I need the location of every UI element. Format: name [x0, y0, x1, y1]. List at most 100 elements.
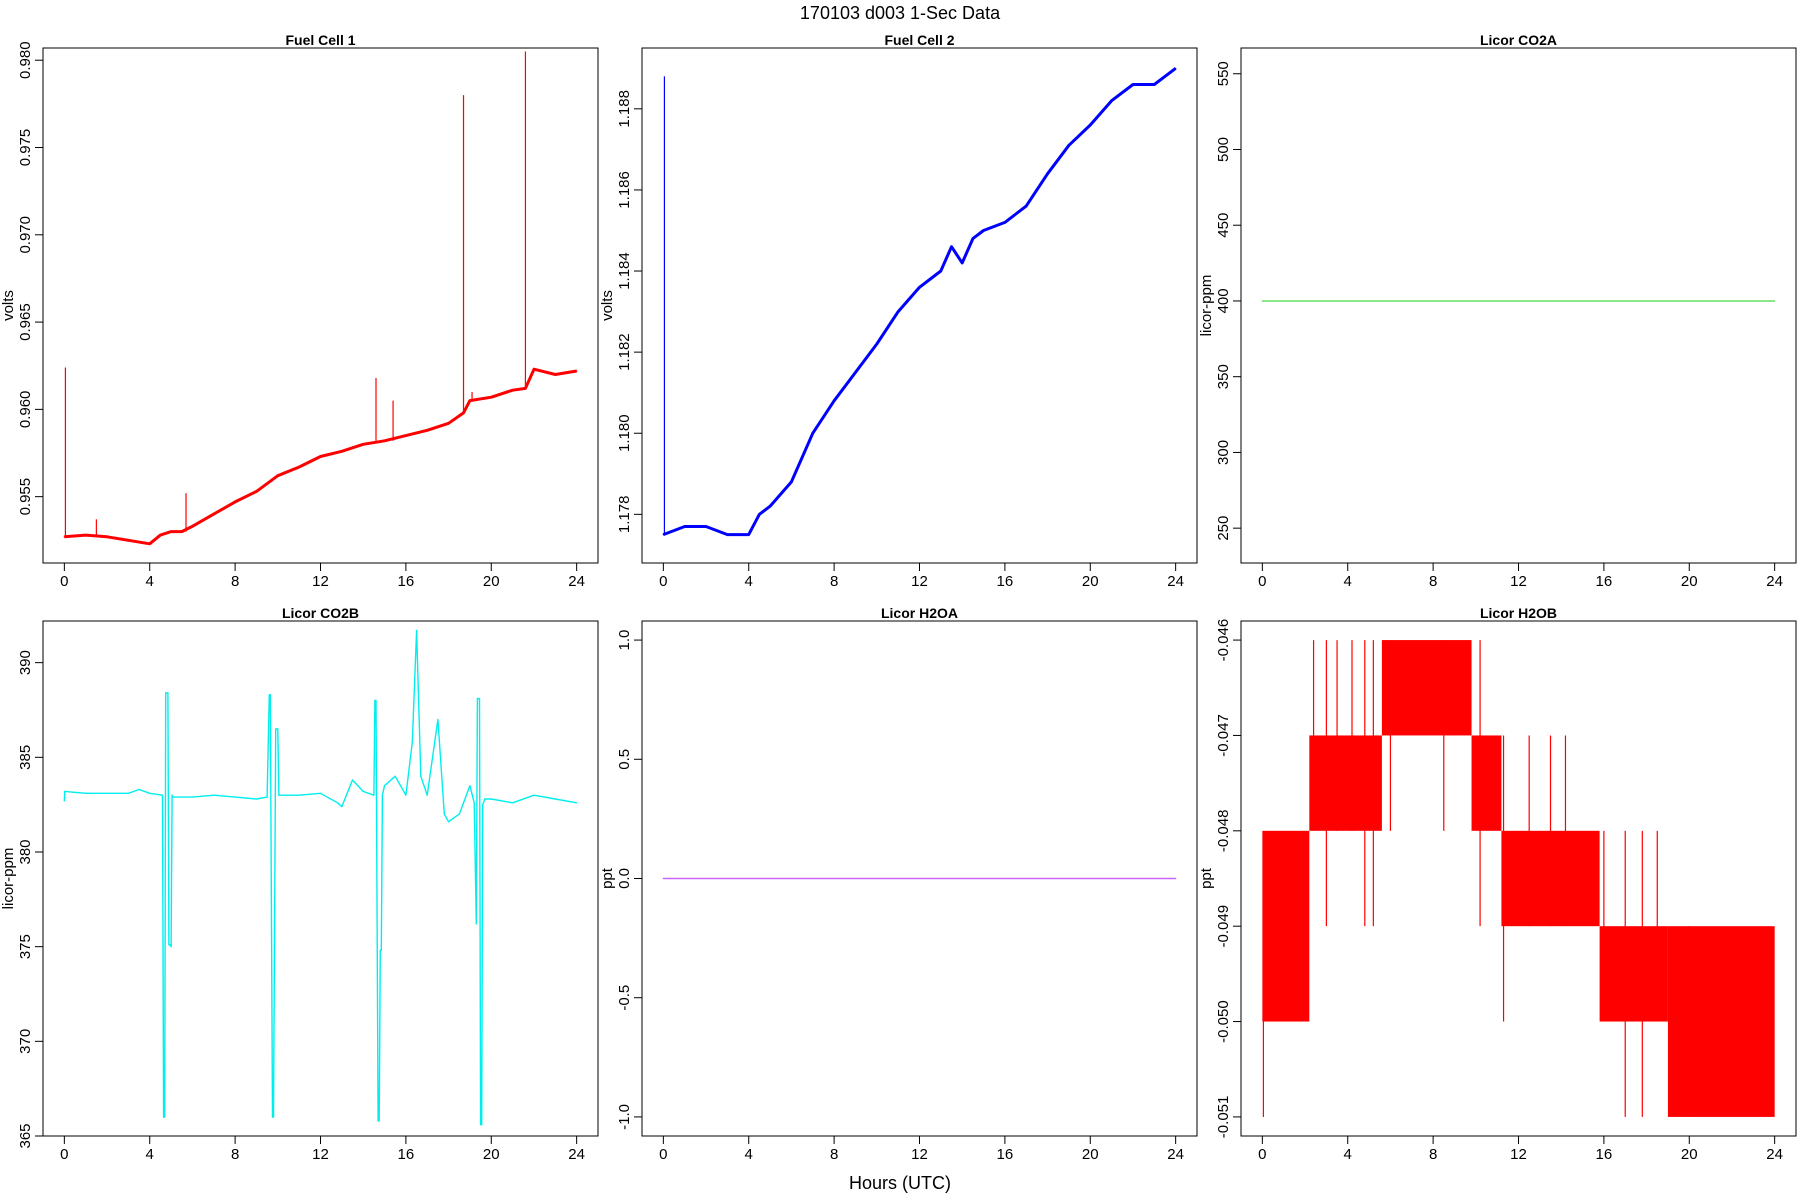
data-point — [383, 440, 386, 442]
x-tick-label: 20 — [483, 573, 500, 590]
figure-title: 170103 d003 1-Sec Data — [800, 3, 1001, 23]
y-tick-label: 0.5 — [616, 749, 633, 770]
series-fuel-cell-1 — [63, 51, 578, 546]
x-tick-label: 8 — [231, 573, 239, 590]
data-point — [1132, 83, 1134, 86]
panel-fuel-cell-2: Fuel Cell 2 volts 0 4 8 12 16 20 24 1.178 1.180 1.1… — [599, 32, 1198, 590]
data-point — [1111, 100, 1113, 102]
data-point — [168, 944, 170, 946]
data-point — [278, 794, 280, 796]
data-point — [164, 1116, 166, 1118]
data-point — [170, 946, 172, 948]
y-tick-label: -0.046 — [1215, 619, 1232, 662]
y-tick-label: -0.5 — [616, 985, 633, 1011]
data-point — [420, 775, 422, 777]
y-tick-label: 400 — [1215, 288, 1232, 313]
data-point — [319, 792, 322, 794]
data-point — [812, 432, 814, 434]
x-tick-label: 16 — [997, 1146, 1014, 1163]
data-point — [181, 531, 183, 533]
y-tick-label: 375 — [17, 934, 34, 959]
data-point — [255, 798, 258, 800]
data-point — [1774, 300, 1776, 302]
y-tick-label: 380 — [17, 839, 34, 864]
series-fuel-cell-2 — [662, 67, 1177, 537]
data-point — [473, 802, 475, 804]
y-tick-label: 385 — [17, 745, 34, 770]
data-point — [277, 475, 279, 477]
data-point — [576, 370, 578, 372]
x-tick-label: 4 — [146, 573, 154, 590]
data-point — [940, 270, 942, 272]
data-point — [484, 798, 486, 800]
data-point — [705, 525, 707, 528]
data-point — [662, 877, 664, 880]
data-point — [443, 813, 445, 815]
data-point — [1175, 877, 1177, 880]
data-point — [269, 694, 271, 696]
x-tick-label: 24 — [1167, 1146, 1184, 1163]
panel-licor-h2ob: Licor H2OB ppt 0 4 8 12 16 20 24 -0.051 -0.050 -0.0… — [1198, 605, 1797, 1163]
y-tick-label: -0.049 — [1215, 905, 1232, 948]
x-tick-label: 4 — [1344, 1146, 1352, 1163]
data-point — [490, 798, 492, 800]
data-point — [481, 1124, 483, 1126]
data-point — [511, 389, 514, 391]
data-point — [982, 229, 985, 232]
y-tick-label: 0.980 — [17, 41, 34, 79]
data-point — [876, 343, 878, 345]
x-tick-label: 24 — [1766, 573, 1783, 590]
data-point — [127, 539, 129, 541]
data-point — [480, 1124, 482, 1126]
data-point — [85, 534, 87, 536]
data-point — [381, 794, 383, 796]
y-tick-label: 350 — [1215, 364, 1232, 389]
data-point — [748, 534, 750, 536]
data-point — [271, 1116, 274, 1118]
data-point — [448, 821, 450, 823]
data-point — [234, 501, 236, 503]
data-point — [337, 802, 339, 804]
data-point — [351, 779, 354, 781]
series-licor-co2b — [63, 629, 578, 1126]
data-point — [163, 1116, 165, 1118]
x-tick-label: 20 — [1082, 573, 1099, 590]
data-point — [437, 718, 439, 721]
data-point — [458, 813, 460, 815]
data-point — [469, 785, 471, 787]
data-point — [106, 536, 108, 538]
data-band — [1667, 926, 1775, 1117]
data-point — [298, 794, 300, 796]
data-point — [511, 802, 514, 804]
x-tick-label: 0 — [659, 1146, 667, 1163]
x-tick-label: 12 — [911, 1146, 928, 1163]
x-tick-label: 12 — [312, 1146, 329, 1163]
data-point — [918, 286, 921, 288]
data-point — [1025, 205, 1027, 207]
data-point — [972, 238, 974, 240]
data-point — [416, 629, 418, 632]
x-tick-label: 20 — [1681, 1146, 1698, 1163]
data-band — [1309, 735, 1382, 831]
panel-title: Licor CO2A — [1480, 32, 1557, 48]
data-point — [1153, 83, 1155, 86]
data-point — [662, 534, 664, 536]
x-tick-label: 16 — [398, 573, 415, 590]
panel-licor-co2a: Licor CO2A licor-ppm 0 4 8 12 16 20 24 250 300 350 4… — [1198, 32, 1797, 590]
y-tick-label: 1.182 — [616, 333, 633, 371]
panel-title: Fuel Cell 1 — [285, 32, 355, 48]
y-tick-label: 390 — [17, 650, 34, 675]
data-point — [268, 694, 270, 696]
y-tick-label: 1.178 — [616, 496, 633, 534]
data-point — [165, 692, 167, 694]
data-point — [1175, 67, 1177, 69]
data-band — [1381, 640, 1472, 736]
x-tick-label: 12 — [1510, 1146, 1527, 1163]
x-tick-label: 16 — [398, 1146, 415, 1163]
x-tick-label: 8 — [830, 573, 838, 590]
series-licor-h2oa — [662, 877, 1177, 880]
data-point — [554, 373, 556, 376]
data-point — [362, 443, 364, 445]
